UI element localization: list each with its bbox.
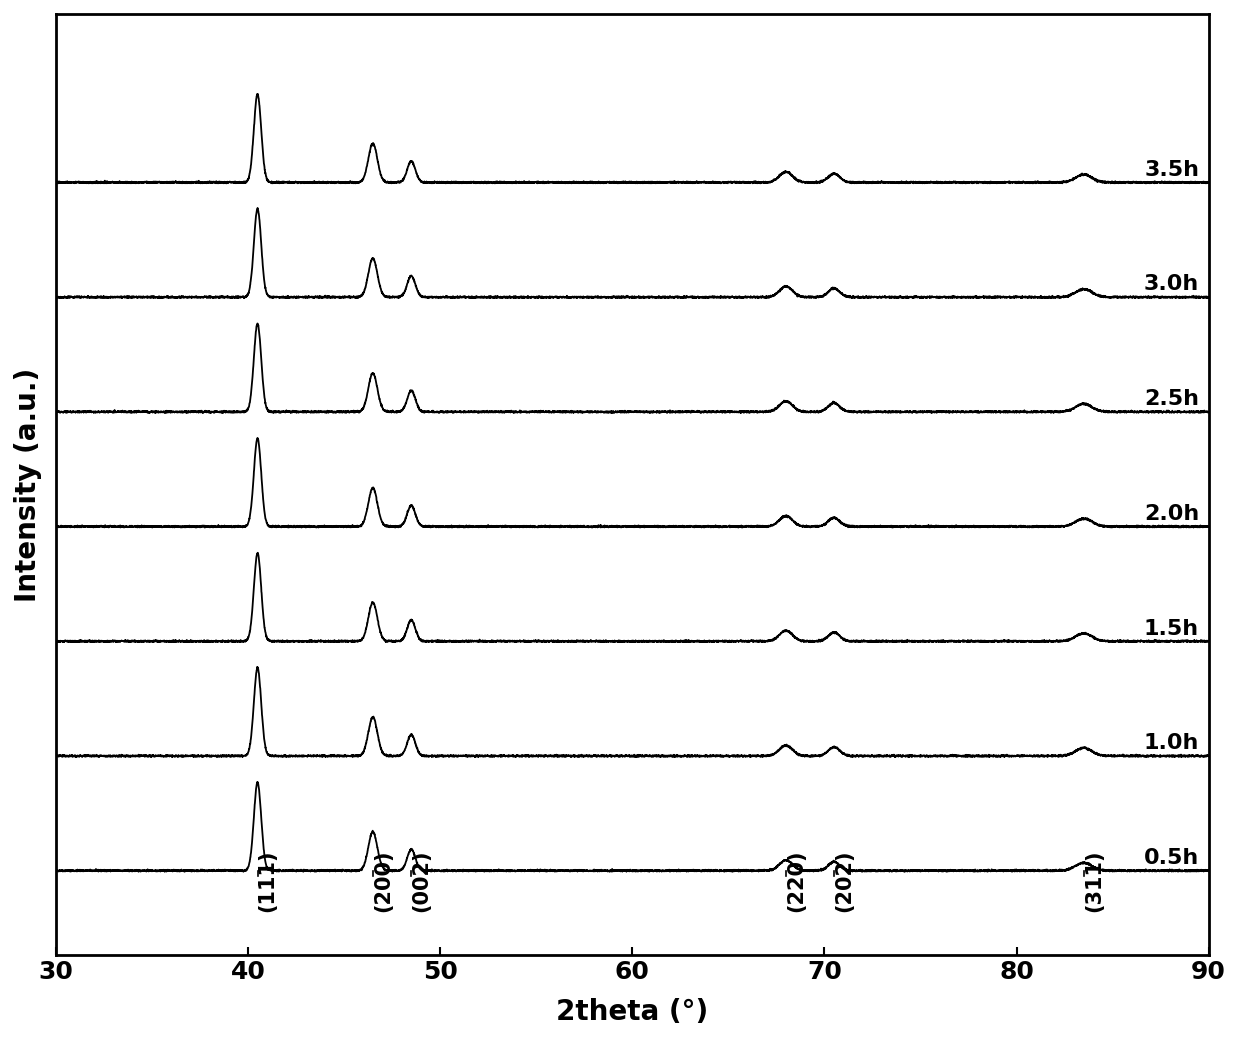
Text: 0.5h: 0.5h bbox=[1143, 848, 1199, 868]
Text: (311): (311) bbox=[1084, 850, 1104, 912]
Text: (002): (002) bbox=[412, 850, 432, 912]
Text: (111): (111) bbox=[258, 850, 278, 912]
Text: (202): (202) bbox=[835, 850, 854, 912]
X-axis label: 2theta (°): 2theta (°) bbox=[556, 998, 708, 1026]
Y-axis label: Intensity (a.u.): Intensity (a.u.) bbox=[14, 367, 42, 602]
Text: 2.0h: 2.0h bbox=[1143, 504, 1199, 524]
Text: (200): (200) bbox=[373, 850, 393, 912]
Text: 1.0h: 1.0h bbox=[1143, 733, 1199, 753]
Text: 3.5h: 3.5h bbox=[1145, 160, 1199, 180]
Text: 1.5h: 1.5h bbox=[1145, 619, 1199, 639]
Text: 3.0h: 3.0h bbox=[1143, 275, 1199, 294]
Text: (220): (220) bbox=[786, 850, 806, 912]
Text: 2.5h: 2.5h bbox=[1145, 389, 1199, 409]
